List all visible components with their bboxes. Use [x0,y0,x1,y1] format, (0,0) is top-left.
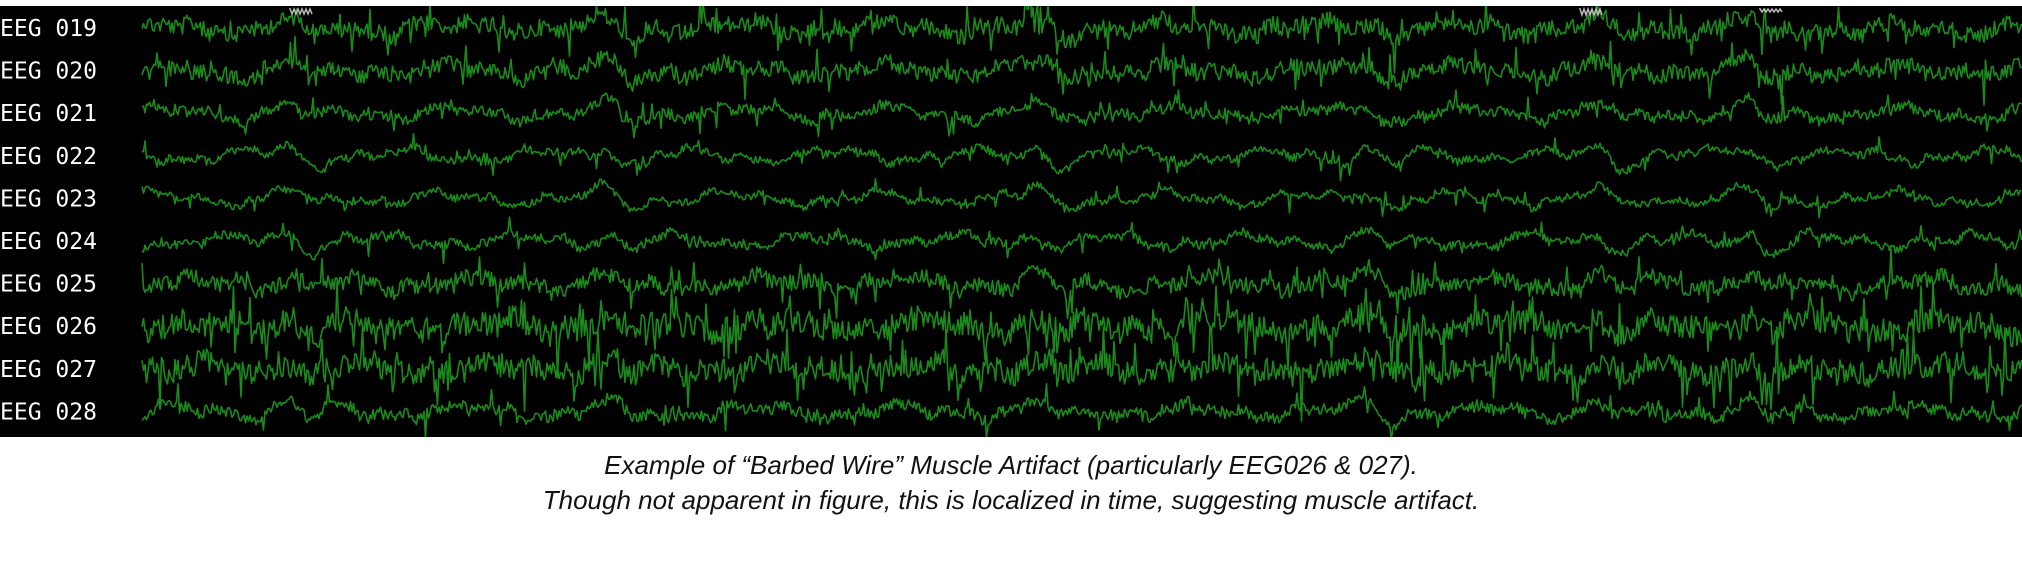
eeg-plot-panel: EEG 019 EEG 020 EEG 021 EEG 022 EEG 023 EEG 0… [0,6,2022,437]
artifact-mark [1759,7,1783,14]
artifact-mark [1579,6,1603,18]
eeg-trace-eeg-025 [141,248,2022,319]
eeg-traces-chart: EEG 019 EEG 020 EEG 021 EEG 022 EEG 023 EEG 0… [0,6,2022,437]
channel-label: EEG 021 [0,101,97,127]
eeg-trace-eeg-023 [141,178,2022,219]
eeg-trace-eeg-021 [141,89,2022,139]
eeg-trace-eeg-027 [141,326,2022,422]
channel-label: EEG 023 [0,186,97,212]
caption-line-2: Though not apparent in figure, this is l… [542,485,1480,515]
eeg-trace-eeg-026 [141,281,2022,379]
channel-label: EEG 024 [0,229,97,255]
channel-label: EEG 027 [0,357,97,383]
eeg-trace-eeg-020 [141,35,2022,106]
caption-line-1: Example of “Barbed Wire” Muscle Artifact… [604,450,1418,480]
eeg-trace-eeg-022 [141,133,2022,182]
channel-label: EEG 022 [0,144,97,170]
channel-label: EEG 028 [0,399,97,425]
channel-label: EEG 019 [0,16,97,42]
eeg-trace-eeg-028 [141,383,2022,437]
eeg-trace-eeg-024 [141,216,2022,265]
figure-caption: Example of “Barbed Wire” Muscle Artifact… [0,448,2022,518]
channel-label: EEG 020 [0,59,97,85]
channel-label: EEG 025 [0,272,97,298]
eeg-trace-eeg-019 [141,6,2022,74]
channel-label: EEG 026 [0,314,97,340]
artifact-mark [289,6,313,17]
